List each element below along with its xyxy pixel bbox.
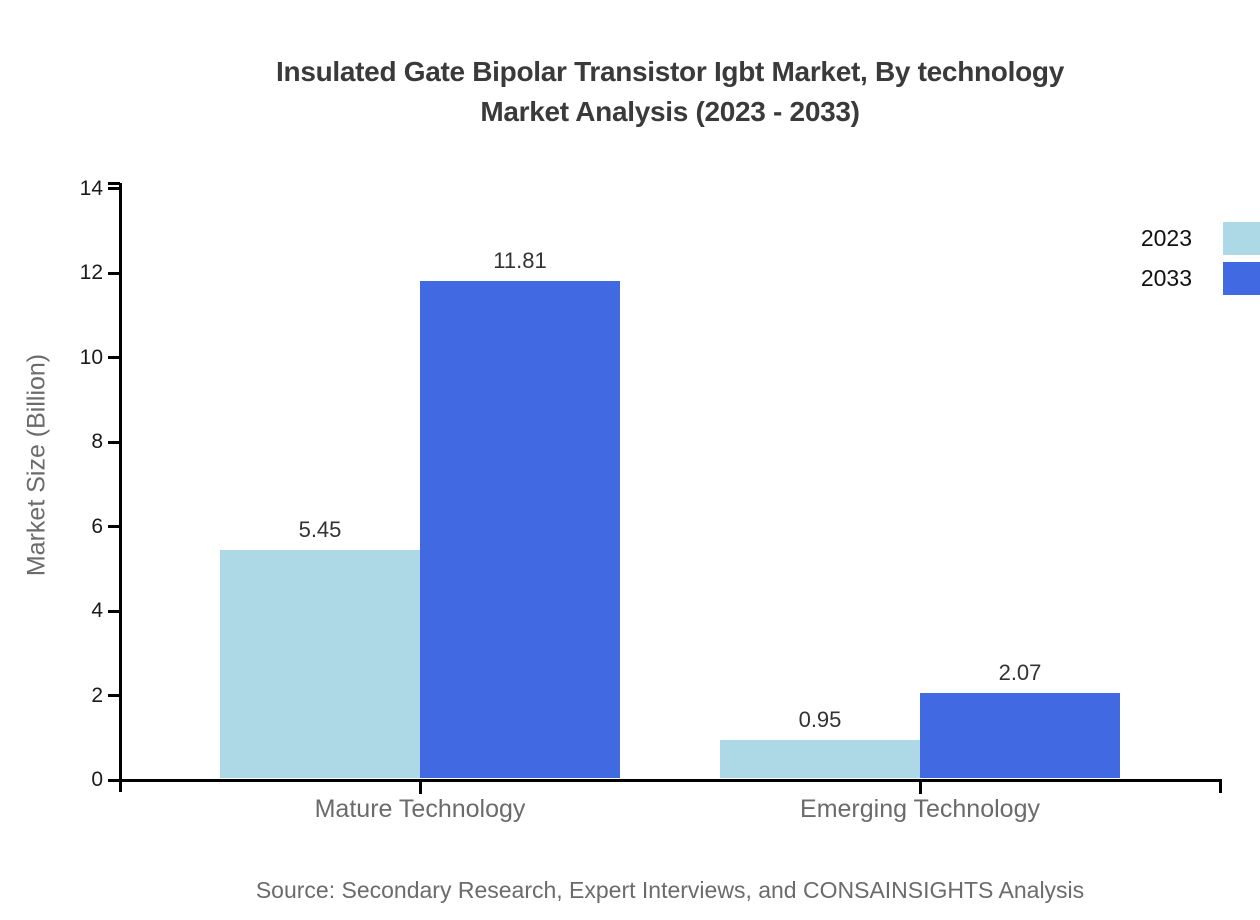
- legend-swatch-2023: [1223, 221, 1260, 255]
- y-axis-title: Market Size (Billion): [22, 353, 51, 577]
- y-tick: [108, 356, 120, 359]
- legend-item-2023: 2023: [1141, 218, 1260, 258]
- bar-2023-mature-technology: [220, 549, 420, 779]
- y-tick: [108, 778, 120, 782]
- value-label-2033-mature-technology: 11.81: [493, 248, 547, 274]
- y-tick: [108, 525, 120, 528]
- y-axis-top-cap: [108, 182, 120, 185]
- source-note: Source: Secondary Research, Expert Inter…: [255, 877, 1085, 903]
- value-label-2023-emerging-technology: 0.95: [798, 706, 842, 732]
- y-tick-label: 10: [79, 345, 103, 369]
- x-category-label-emerging-technology: Emerging Technology: [800, 795, 1040, 823]
- chart-title: Insulated Gate Bipolar Transistor Igbt M…: [80, 52, 1260, 132]
- x-tick: [918, 781, 922, 794]
- bar-2033-mature-technology: [420, 281, 620, 779]
- x-tick: [418, 781, 422, 794]
- y-tick: [108, 187, 120, 190]
- x-axis-right-cap: [1218, 778, 1222, 793]
- legend-item-2033: 2033: [1141, 258, 1260, 298]
- legend: 2023 2033: [1141, 218, 1260, 298]
- y-tick: [108, 609, 120, 613]
- value-label-2023-mature-technology: 5.45: [298, 516, 342, 542]
- y-tick-label: 4: [91, 599, 103, 622]
- bar-2033-emerging-technology: [920, 692, 1120, 779]
- legend-label-2023: 2023: [1140, 224, 1192, 251]
- chart-title-line1: Insulated Gate Bipolar Transistor Igbt M…: [276, 56, 1064, 87]
- y-tick-label: 6: [91, 514, 103, 538]
- x-axis-line: [118, 778, 1222, 782]
- y-tick-label: 8: [91, 430, 103, 453]
- y-tick-label: 12: [79, 261, 103, 284]
- y-tick-label: 0: [91, 768, 103, 791]
- y-tick: [108, 271, 120, 275]
- legend-label-2033: 2033: [1140, 264, 1192, 291]
- x-category-label-mature-technology: Mature Technology: [314, 795, 526, 823]
- legend-swatch-2033: [1223, 261, 1260, 295]
- value-label-2033-emerging-technology: 2.07: [998, 659, 1042, 685]
- chart-title-line2: Market Analysis (2023 - 2033): [480, 96, 860, 127]
- y-tick: [108, 440, 120, 444]
- y-tick: [108, 694, 120, 697]
- y-tick-label: 2: [91, 683, 103, 707]
- y-tick-label: 14: [79, 176, 103, 200]
- y-axis-line: [118, 183, 122, 792]
- bar-2023-emerging-technology: [720, 739, 920, 779]
